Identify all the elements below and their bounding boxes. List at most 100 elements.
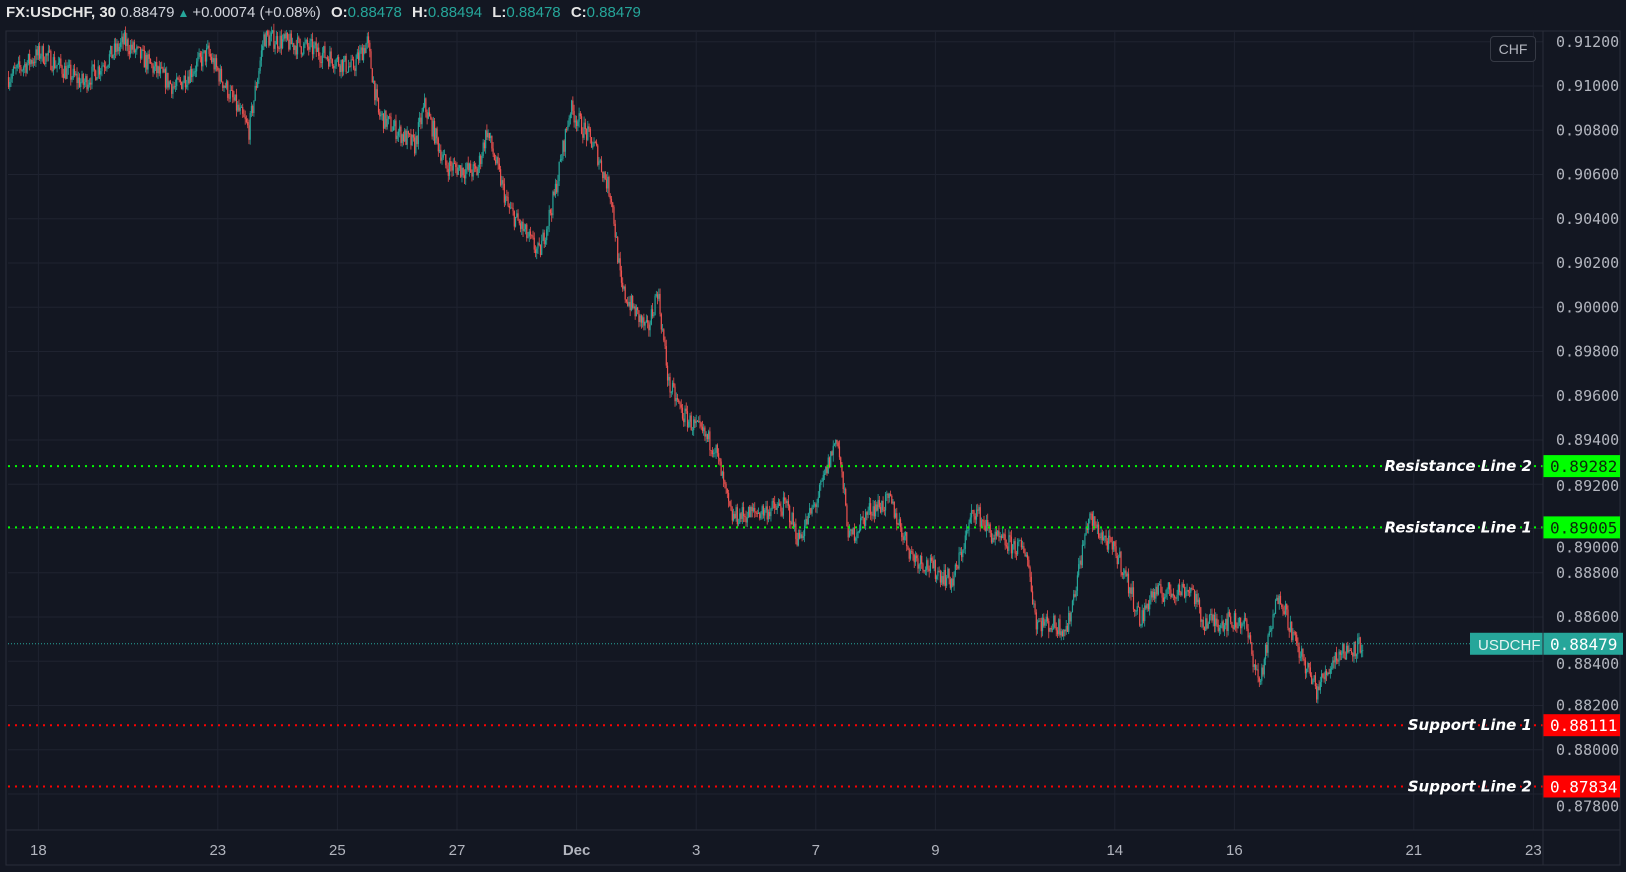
candle [995,531,998,536]
candle [1040,621,1042,632]
candle [751,507,753,512]
candle [1174,595,1176,598]
candle [202,51,204,67]
candle [448,161,451,176]
candle [466,163,468,170]
candle [666,365,669,381]
candle [893,501,895,518]
candle [275,36,277,45]
candle [163,69,165,73]
candle [290,33,292,45]
candle [1073,594,1075,601]
candle [394,120,396,127]
candle [387,116,390,119]
candle [1301,648,1303,657]
candle [557,181,559,193]
candle [739,513,741,524]
candle [1061,631,1064,637]
candle [1286,603,1288,610]
candle [1095,527,1097,529]
candle [887,493,889,498]
candle [962,550,964,558]
candle [993,537,995,540]
candle [1197,599,1199,603]
candle [458,165,461,168]
time-axis[interactable]: 18 23 25 27 Dec 3 7 9 14 16 21 23 [6,829,1620,859]
candle [878,499,880,508]
candle [554,183,557,196]
resistance-line-label: Resistance Line 2 [1385,457,1532,475]
candle [158,66,160,74]
candle [1030,576,1032,592]
candle [532,235,534,238]
candle [669,376,671,393]
candle [1137,606,1140,608]
support-price-value: 0.87834 [1550,777,1617,796]
candle [928,568,930,572]
candle [1191,587,1193,590]
candle [888,493,890,498]
candle [404,130,406,142]
candle [747,506,750,518]
candle [201,56,203,67]
candle [1257,669,1259,678]
price-tick-label: 0.88000 [1556,741,1619,759]
candle [1284,603,1287,614]
candle [321,52,324,63]
candle [752,507,755,512]
candle [161,67,163,69]
candle [1237,622,1239,628]
candle [660,314,662,330]
high-label: H: [412,4,428,21]
symbol-title[interactable]: FX:USDCHF, 30 [6,4,117,21]
candle [757,512,760,514]
candle [497,157,499,164]
candle [1302,648,1304,660]
time-tick-label: Dec [563,842,591,859]
candle [411,134,413,146]
candle [799,532,801,539]
candle [1154,591,1156,599]
candle [1247,628,1249,638]
candle [483,142,486,149]
candle [644,321,646,326]
candle [1114,541,1116,547]
candle [997,530,999,536]
candle [1115,546,1117,556]
candle [1183,587,1186,598]
candle [838,446,841,458]
candle [781,511,783,516]
candle [372,80,375,83]
horizontal-levels[interactable]: Resistance Line 2 0.89282 Resistance Line … [8,455,1623,798]
candle [93,64,96,71]
candle [61,66,63,74]
candle [101,66,103,72]
candle [1025,554,1027,557]
time-tick-label: 21 [1405,842,1422,859]
currency-button[interactable]: CHF [1490,36,1536,62]
candle [1009,535,1011,537]
candle [1022,546,1024,548]
candle [1152,591,1155,598]
candle [470,163,472,173]
candle [1034,603,1036,613]
candle [281,39,284,49]
candle [257,79,259,88]
candle [766,506,768,520]
candle [787,501,789,506]
candle [745,516,747,523]
candle [860,518,862,531]
candle [174,85,177,87]
price-axis[interactable]: 0.91200 0.91000 0.90800 0.90600 0.90400 0.902… [1542,31,1619,865]
candle [755,511,757,513]
candle [1226,619,1228,632]
candle [1106,541,1108,550]
candle [673,382,675,387]
candle [683,418,685,423]
candle [348,66,350,72]
candle [1261,667,1263,681]
candle [718,453,720,459]
candle [73,68,76,75]
candle [176,77,178,86]
